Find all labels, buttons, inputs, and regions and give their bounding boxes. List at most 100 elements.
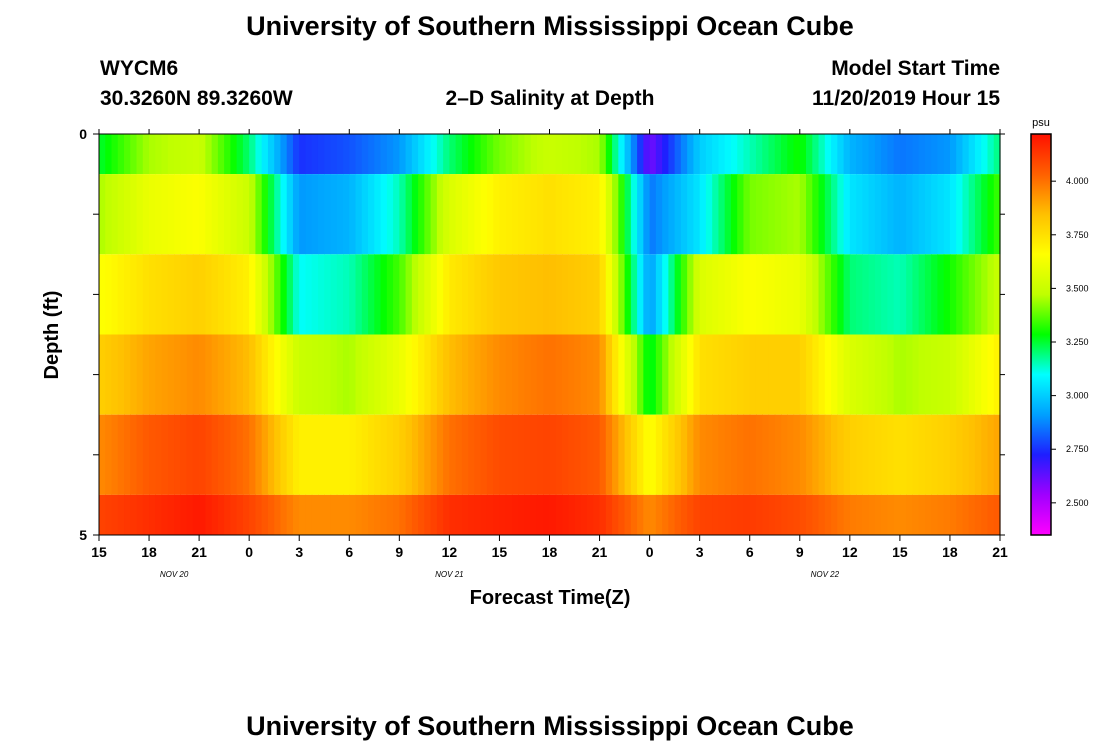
heatmap-cell xyxy=(749,414,757,495)
heatmap-cell xyxy=(924,134,932,175)
heatmap-cell xyxy=(486,134,494,175)
heatmap-cell xyxy=(743,134,751,175)
heatmap-cell xyxy=(574,134,582,175)
heatmap-cell xyxy=(274,254,282,335)
heatmap-cell xyxy=(161,334,169,415)
heatmap-cell xyxy=(693,494,701,535)
x-tick-label: 12 xyxy=(842,544,858,560)
heatmap-cell xyxy=(324,254,332,335)
heatmap-cell xyxy=(862,494,870,535)
heatmap-cell xyxy=(330,134,338,175)
heatmap-cell xyxy=(806,494,813,535)
heatmap-cell xyxy=(774,334,782,415)
heatmap-cell xyxy=(399,254,407,335)
heatmap-cell xyxy=(605,414,613,495)
heatmap-cell xyxy=(130,334,138,415)
heatmap-cell xyxy=(418,494,425,535)
heatmap-cell xyxy=(280,174,288,255)
heatmap-cell xyxy=(180,174,188,255)
heatmap-cell xyxy=(255,334,263,415)
heatmap-cell xyxy=(737,174,745,255)
heatmap-cell xyxy=(630,414,638,495)
heatmap-cell xyxy=(712,414,720,495)
heatmap-cell xyxy=(781,494,788,535)
heatmap-cell xyxy=(393,334,400,415)
x-date-label: NOV 20 xyxy=(160,570,189,579)
heatmap-cell xyxy=(931,174,939,255)
heatmap-cell xyxy=(305,414,313,495)
heatmap-cell xyxy=(680,134,688,175)
heatmap-cell xyxy=(781,174,788,255)
heatmap-cell xyxy=(856,334,863,415)
heatmap-cell xyxy=(330,254,338,335)
heatmap-cell xyxy=(393,254,400,335)
heatmap-cell xyxy=(186,134,194,175)
heatmap-cell xyxy=(943,494,951,535)
heatmap-cell xyxy=(718,494,726,535)
heatmap-cell xyxy=(774,254,782,335)
heatmap-cell xyxy=(280,414,288,495)
heatmap-cell xyxy=(142,174,150,255)
heatmap-cell xyxy=(899,254,907,335)
heatmap-cell xyxy=(530,254,538,335)
heatmap-cell xyxy=(511,134,519,175)
colorbar-tick-label: 2.500 xyxy=(1066,498,1089,508)
heatmap-cell xyxy=(799,254,807,335)
heatmap-cell xyxy=(536,174,544,255)
heatmap-cell xyxy=(849,494,857,535)
heatmap-cell xyxy=(943,254,951,335)
heatmap-cell xyxy=(361,414,369,495)
model-start-label: Model Start Time xyxy=(831,57,1000,80)
heatmap-cell xyxy=(280,494,288,535)
heatmap-cell xyxy=(705,494,713,535)
heatmap-cell xyxy=(806,414,813,495)
heatmap-cell xyxy=(593,414,601,495)
heatmap-cell xyxy=(455,414,463,495)
heatmap-cell xyxy=(474,414,482,495)
heatmap-cell xyxy=(899,334,907,415)
heatmap-cell xyxy=(286,494,294,535)
heatmap-cell xyxy=(918,494,926,535)
heatmap-cell xyxy=(781,414,788,495)
heatmap-cell xyxy=(912,174,920,255)
heatmap-cell xyxy=(474,254,482,335)
heatmap-cell xyxy=(906,174,914,255)
heatmap-cell xyxy=(167,414,175,495)
heatmap-cell xyxy=(536,494,544,535)
heatmap-cell xyxy=(599,134,607,175)
heatmap-cell xyxy=(368,174,375,255)
heatmap-cell xyxy=(943,174,951,255)
heatmap-cell xyxy=(649,494,657,535)
heatmap-cell xyxy=(349,174,357,255)
heatmap-cell xyxy=(887,334,895,415)
heatmap-cell xyxy=(336,334,344,415)
heatmap-cell xyxy=(799,414,807,495)
heatmap-cell xyxy=(687,174,695,255)
heatmap-cell xyxy=(612,494,619,535)
heatmap-cell xyxy=(937,174,945,255)
x-tick-label: 18 xyxy=(942,544,958,560)
heatmap-cell xyxy=(380,334,388,415)
heatmap-cell xyxy=(536,254,544,335)
heatmap-cell xyxy=(630,494,638,535)
heatmap-cell xyxy=(737,334,745,415)
heatmap-cell xyxy=(255,254,263,335)
heatmap-cell xyxy=(430,334,438,415)
heatmap-cell xyxy=(136,334,144,415)
heatmap-cell xyxy=(749,134,757,175)
heatmap-cell xyxy=(474,334,482,415)
heatmap-cell xyxy=(499,414,507,495)
heatmap-cell xyxy=(787,134,795,175)
heatmap-cell xyxy=(361,494,369,535)
heatmap-cell xyxy=(311,174,319,255)
heatmap-cell xyxy=(662,134,669,175)
heatmap-cell xyxy=(618,494,626,535)
heatmap-cell xyxy=(205,134,213,175)
heatmap-cell xyxy=(956,414,964,495)
heatmap-cell xyxy=(274,334,282,415)
heatmap-cell xyxy=(618,174,626,255)
x-tick-label: 21 xyxy=(992,544,1008,560)
heatmap-cell xyxy=(518,494,526,535)
heatmap-cell xyxy=(724,414,732,495)
heatmap-cell xyxy=(793,334,801,415)
